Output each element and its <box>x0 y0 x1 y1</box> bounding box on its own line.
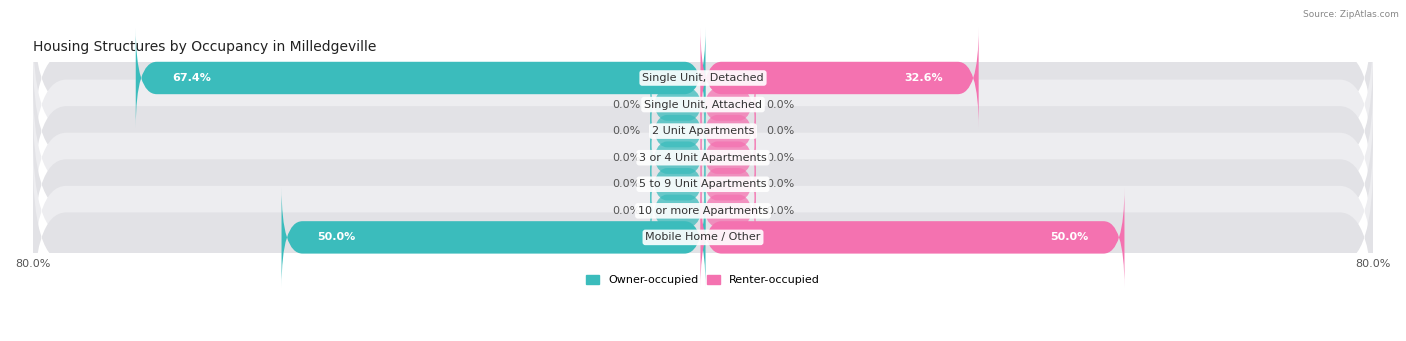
Text: 67.4%: 67.4% <box>172 73 211 83</box>
FancyBboxPatch shape <box>650 121 706 195</box>
Text: 50.0%: 50.0% <box>1050 232 1088 242</box>
FancyBboxPatch shape <box>650 174 706 248</box>
Text: 0.0%: 0.0% <box>766 206 794 216</box>
Text: 0.0%: 0.0% <box>612 153 640 163</box>
FancyBboxPatch shape <box>32 156 1374 319</box>
Text: 3 or 4 Unit Apartments: 3 or 4 Unit Apartments <box>640 153 766 163</box>
FancyBboxPatch shape <box>700 174 756 248</box>
FancyBboxPatch shape <box>700 68 756 142</box>
Text: 0.0%: 0.0% <box>766 126 794 136</box>
Text: Source: ZipAtlas.com: Source: ZipAtlas.com <box>1303 10 1399 19</box>
Text: 32.6%: 32.6% <box>904 73 942 83</box>
FancyBboxPatch shape <box>32 50 1374 212</box>
FancyBboxPatch shape <box>32 130 1374 292</box>
Text: 0.0%: 0.0% <box>612 100 640 109</box>
Legend: Owner-occupied, Renter-occupied: Owner-occupied, Renter-occupied <box>581 270 825 290</box>
FancyBboxPatch shape <box>700 147 756 221</box>
Text: Single Unit, Detached: Single Unit, Detached <box>643 73 763 83</box>
FancyBboxPatch shape <box>32 23 1374 186</box>
FancyBboxPatch shape <box>32 0 1374 159</box>
FancyBboxPatch shape <box>700 187 1125 287</box>
Text: 0.0%: 0.0% <box>766 100 794 109</box>
FancyBboxPatch shape <box>650 68 706 142</box>
FancyBboxPatch shape <box>650 147 706 221</box>
FancyBboxPatch shape <box>650 94 706 168</box>
FancyBboxPatch shape <box>281 187 706 287</box>
Text: 0.0%: 0.0% <box>612 206 640 216</box>
Text: 0.0%: 0.0% <box>766 153 794 163</box>
Text: 10 or more Apartments: 10 or more Apartments <box>638 206 768 216</box>
Text: Mobile Home / Other: Mobile Home / Other <box>645 232 761 242</box>
Text: Single Unit, Attached: Single Unit, Attached <box>644 100 762 109</box>
Text: 0.0%: 0.0% <box>612 126 640 136</box>
Text: 5 to 9 Unit Apartments: 5 to 9 Unit Apartments <box>640 179 766 189</box>
FancyBboxPatch shape <box>32 103 1374 266</box>
Text: 0.0%: 0.0% <box>612 179 640 189</box>
Text: 50.0%: 50.0% <box>318 232 356 242</box>
Text: 2 Unit Apartments: 2 Unit Apartments <box>652 126 754 136</box>
FancyBboxPatch shape <box>700 121 756 195</box>
Text: Housing Structures by Occupancy in Milledgeville: Housing Structures by Occupancy in Mille… <box>32 40 375 54</box>
FancyBboxPatch shape <box>700 94 756 168</box>
FancyBboxPatch shape <box>136 28 706 128</box>
FancyBboxPatch shape <box>32 76 1374 239</box>
Text: 0.0%: 0.0% <box>766 179 794 189</box>
FancyBboxPatch shape <box>700 28 979 128</box>
